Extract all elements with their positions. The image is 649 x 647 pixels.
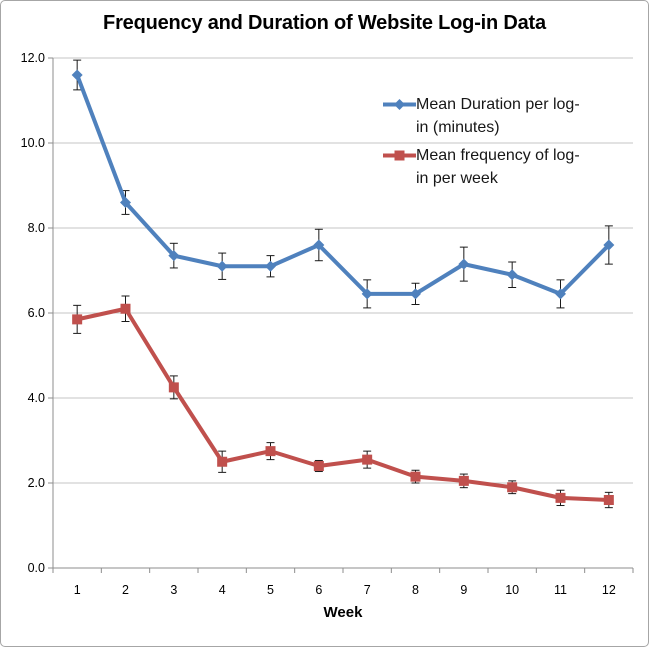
y-tick-labels: 0.0 2.0 4.0 6.0 8.0 10.0 12.0	[21, 51, 45, 575]
legend: Mean Duration per log- in (minutes) Mean…	[383, 93, 580, 195]
legend-label-frequency-line1: Mean frequency of log-	[416, 147, 580, 164]
svg-text:9: 9	[460, 583, 467, 597]
line-series-1	[75, 73, 611, 296]
svg-text:0.0: 0.0	[28, 561, 45, 575]
svg-text:Week: Week	[324, 604, 364, 621]
chart-title: Frequency and Duration of Website Log-in…	[103, 12, 546, 34]
svg-text:2: 2	[122, 583, 129, 597]
error-bars-series-2	[73, 295, 613, 509]
line-diamond-marker-icon	[383, 99, 416, 110]
svg-text:12: 12	[602, 583, 616, 597]
legend-label-duration-line2: in (minutes)	[416, 119, 500, 136]
svg-text:3: 3	[170, 583, 177, 597]
svg-text:10.0: 10.0	[21, 136, 45, 150]
svg-text:6: 6	[315, 583, 322, 597]
svg-text:11: 11	[554, 583, 567, 597]
svg-text:8: 8	[412, 583, 419, 597]
line-square-marker-icon	[383, 150, 416, 161]
axes	[48, 57, 634, 573]
svg-text:2.0: 2.0	[28, 476, 45, 490]
legend-label-frequency: Mean frequency of log- in per week	[416, 144, 580, 190]
markers-series-2	[72, 303, 614, 505]
gridlines	[53, 57, 633, 484]
svg-text:10: 10	[505, 583, 519, 597]
svg-text:5: 5	[267, 583, 274, 597]
svg-text:4.0: 4.0	[28, 391, 45, 405]
svg-text:12.0: 12.0	[21, 51, 45, 65]
x-axis-title: Week	[324, 604, 364, 621]
legend-label-duration-line1: Mean Duration per log-	[416, 96, 580, 113]
svg-text:6.0: 6.0	[28, 306, 45, 320]
svg-text:8.0: 8.0	[28, 221, 45, 235]
legend-label-frequency-line2: in per week	[416, 170, 498, 187]
svg-text:1: 1	[74, 583, 81, 597]
svg-text:7: 7	[364, 583, 371, 597]
legend-entry-frequency: Mean frequency of log- in per week	[383, 144, 580, 190]
legend-entry-duration: Mean Duration per log- in (minutes)	[383, 93, 580, 139]
legend-label-duration: Mean Duration per log- in (minutes)	[416, 93, 580, 139]
x-tick-labels: 1 2 3 4 5 6 7 8 9 10 11 12	[74, 583, 616, 597]
line-series-2	[75, 306, 611, 502]
markers-series-1	[71, 69, 615, 300]
svg-text:4: 4	[219, 583, 226, 597]
